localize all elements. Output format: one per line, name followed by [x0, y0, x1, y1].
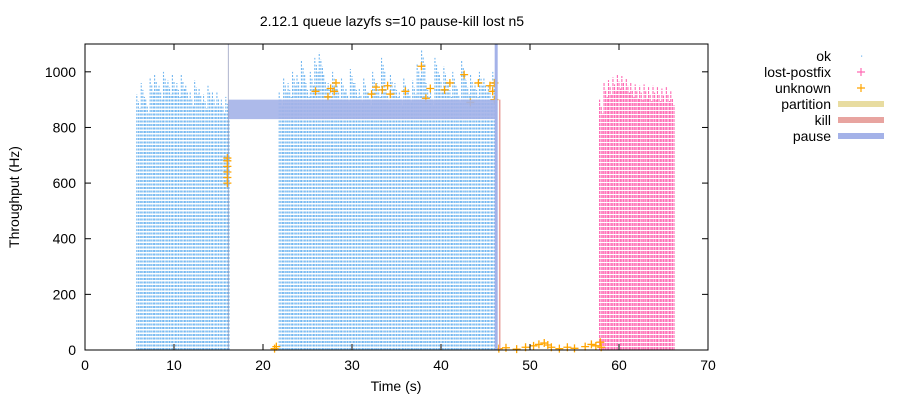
unknown-point [331, 78, 340, 87]
unknown-point [581, 342, 590, 351]
legend-swatch-kill [838, 117, 884, 123]
legend-label-ok: ok [816, 48, 832, 64]
axis-ticks: 0 10 20 30 40 50 60 70 0 200 400 600 800 1000 [45, 44, 716, 373]
unknown-point [270, 344, 279, 353]
y-tick-label: 800 [53, 119, 77, 135]
unknown-point [367, 90, 376, 99]
unknown-point [440, 85, 449, 94]
x-tick-label: 70 [700, 357, 716, 373]
plot-area [136, 44, 675, 354]
x-tick-label: 20 [255, 357, 271, 373]
unknown-point [570, 344, 579, 353]
unknown-point [378, 85, 387, 94]
x-tick-label: 10 [166, 357, 182, 373]
y-tick-label: 400 [53, 231, 77, 247]
x-tick-label: 0 [81, 357, 89, 373]
unknown-point [587, 340, 596, 349]
unknown-point [223, 154, 232, 163]
unknown-point [501, 343, 510, 352]
y-tick-label: 1000 [45, 64, 76, 80]
legend-swatch-partition [838, 101, 884, 107]
unknown-point [311, 87, 320, 96]
unknown-point [529, 341, 538, 350]
unknown-point [426, 84, 435, 93]
unknown-point [401, 87, 410, 96]
legend-label-partition: partition [781, 96, 831, 112]
y-tick-label: 0 [68, 342, 76, 358]
unknown-point [372, 83, 381, 92]
legend-swatch-lost-postfix [857, 68, 865, 76]
x-axis-label: Time (s) [371, 378, 422, 394]
legend-label-lost-postfix: lost-postfix [764, 64, 831, 80]
unknown-point [474, 78, 483, 87]
legend-swatch-unknown [857, 84, 865, 92]
unknown-point [512, 345, 521, 354]
pause-interval [228, 99, 496, 120]
y-tick-label: 200 [53, 286, 77, 302]
unknown-point [485, 81, 494, 90]
unknown-point [555, 344, 564, 353]
y-axis-label: Throughput (Hz) [6, 146, 22, 248]
unknown-point [540, 339, 549, 348]
unknown-point [460, 70, 469, 79]
plot-border [84, 43, 709, 351]
legend-swatch-ok [861, 55, 863, 57]
unknown-point [272, 342, 281, 351]
x-tick-label: 50 [522, 357, 538, 373]
legend-swatch-pause [838, 133, 884, 139]
x-tick-label: 30 [344, 357, 360, 373]
unknown-point [591, 341, 600, 350]
legend-label-kill: kill [815, 112, 831, 128]
legend-label-unknown: unknown [775, 80, 831, 96]
chart-title: 2.12.1 queue lazyfs s=10 pause-kill lost… [260, 13, 524, 29]
legend-label-pause: pause [793, 128, 831, 144]
unknown-point [445, 78, 454, 87]
unknown-point [417, 62, 426, 71]
unknown-point [330, 87, 339, 96]
unknown-point [386, 90, 395, 99]
unknown-point [534, 340, 543, 349]
x-tick-label: 60 [611, 357, 627, 373]
x-tick-label: 40 [433, 357, 449, 373]
unknown-point [383, 81, 392, 90]
unknown-point [596, 338, 605, 347]
y-tick-label: 600 [53, 175, 77, 191]
unknown-point [323, 92, 332, 101]
